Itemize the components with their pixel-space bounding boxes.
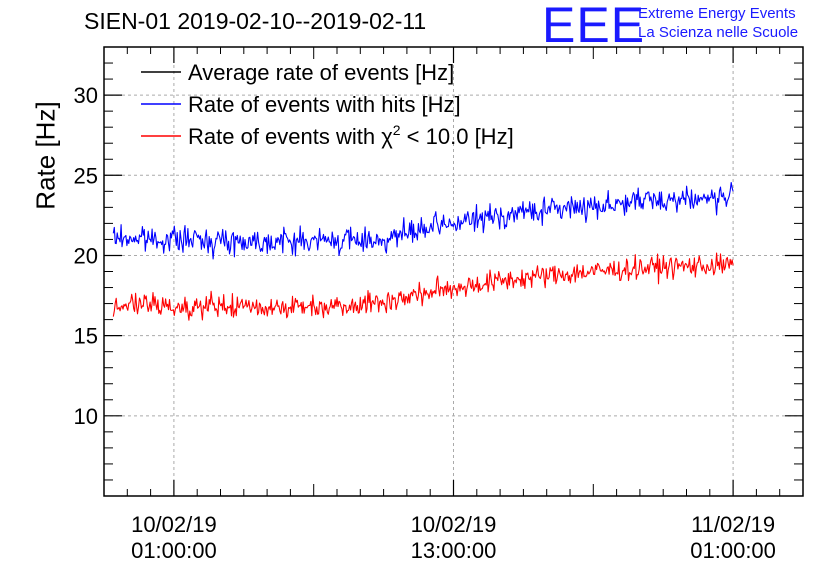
eee-logo: EEE	[542, 0, 646, 53]
x-tick-label-date: 10/02/19	[411, 512, 497, 537]
series-line-chi2	[112, 252, 734, 321]
legend: Average rate of events [Hz] Rate of event…	[141, 60, 514, 149]
x-tick-label-time: 01:00:00	[131, 538, 217, 563]
x-tick-label-date: 11/02/19	[691, 512, 775, 537]
x-tick-label-time: 01:00:00	[690, 538, 776, 563]
y-tick-label: 30	[74, 83, 98, 108]
legend-label-text: < 10.0 [Hz]	[401, 124, 514, 149]
x-tick-label-date: 10/02/19	[131, 512, 217, 537]
y-tick-label: 15	[74, 324, 98, 349]
grid	[104, 47, 803, 496]
legend-label-hits: Rate of events with hits [Hz]	[188, 92, 461, 117]
legend-label-text: Rate of events with χ	[188, 124, 393, 149]
legend-label-average: Average rate of events [Hz]	[188, 60, 454, 85]
series-line-hits	[112, 181, 734, 260]
legend-label-chi2: Rate of events with χ2 < 10.0 [Hz]	[188, 122, 514, 149]
y-tick-label: 25	[74, 163, 98, 188]
x-tick-label-time: 13:00:00	[411, 538, 497, 563]
logo-line-1: Extreme Energy Events	[638, 5, 796, 22]
y-tick-label: 10	[74, 404, 98, 429]
chart-title: SIEN-01 2019-02-10--2019-02-11	[84, 8, 427, 34]
legend-label-superscript: 2	[393, 122, 401, 138]
logo-line-2: La Scienza nelle Scuole	[638, 24, 799, 41]
series-layer	[112, 181, 734, 321]
logo-subtitle: Extreme Energy Events La Scienza nelle S…	[638, 4, 798, 42]
y-tick-label: 20	[74, 243, 98, 268]
ticks: 101520253010/02/1901:00:0010/02/1913:00:…	[74, 46, 804, 563]
